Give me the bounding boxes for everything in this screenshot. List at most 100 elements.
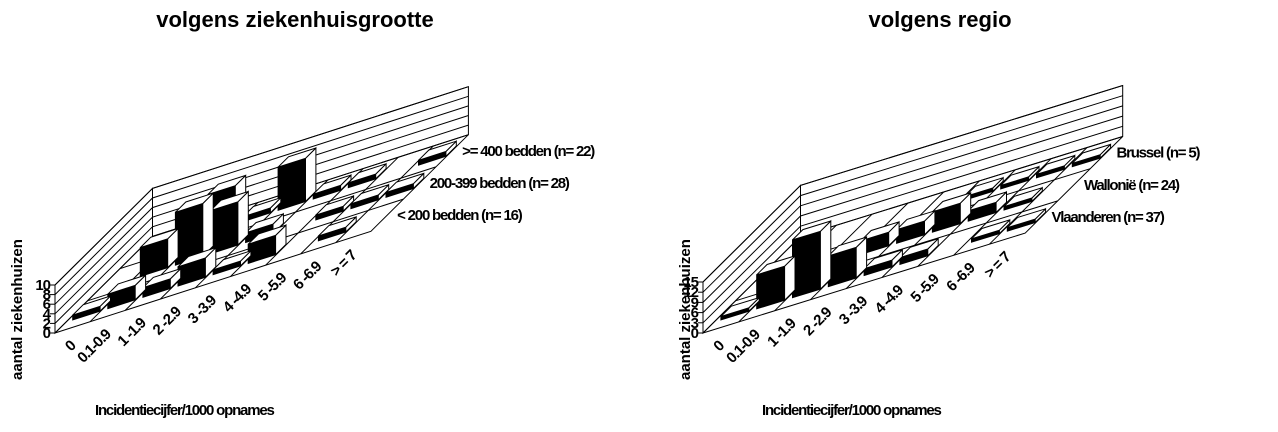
wall-gridline xyxy=(702,115,1123,313)
bar xyxy=(210,190,249,255)
bar-top xyxy=(756,255,796,276)
bar-front xyxy=(792,230,821,299)
category-label: 1 -1.9 xyxy=(114,315,149,350)
bar xyxy=(72,294,111,321)
bar-top xyxy=(347,163,387,184)
z-tick-label: 3 xyxy=(691,315,699,332)
z-tick-label: 4 xyxy=(43,306,52,323)
wall-gridline xyxy=(54,124,469,324)
bar xyxy=(418,140,457,166)
bar xyxy=(247,223,287,265)
bar xyxy=(142,267,182,298)
bar xyxy=(177,246,217,287)
bar-top xyxy=(1071,143,1111,164)
wall-gridline xyxy=(702,125,1123,324)
bar-side xyxy=(819,219,832,291)
series-label: Vlaanderen (n= 37) xyxy=(1051,209,1164,226)
wall-gridline xyxy=(54,86,469,286)
category-label: 5 -5.9 xyxy=(255,269,290,304)
bar-top xyxy=(72,295,111,316)
category-label: 3 -3.9 xyxy=(185,292,220,327)
wall-gridline xyxy=(54,95,469,295)
bar xyxy=(385,172,425,198)
x-axis-label: Incidentiecijfer/1000 opnames xyxy=(762,402,941,419)
z-tick-label: 9 xyxy=(691,294,699,311)
z-tick-label: 12 xyxy=(683,284,698,301)
bar-top xyxy=(350,184,390,205)
bar-top xyxy=(932,192,972,213)
bar-top xyxy=(318,216,357,237)
y-axis-label: aantal ziekenhuizen xyxy=(677,239,694,380)
z-tick-label: 6 xyxy=(43,296,51,313)
category-label: 6 -6.9 xyxy=(943,260,978,295)
bar-top xyxy=(1000,166,1040,186)
bar-top xyxy=(967,191,1007,212)
series-label: 200-399 bedden (n= 28) xyxy=(430,175,570,192)
bar xyxy=(277,146,317,211)
category-label: 0.1-0.9 xyxy=(723,326,764,367)
bar-top xyxy=(210,191,249,212)
bar xyxy=(964,176,1004,201)
bar xyxy=(792,219,832,299)
z-tick-label: 2 xyxy=(43,315,51,332)
bar-top xyxy=(1003,187,1043,208)
category-label: 2 -2.9 xyxy=(150,303,185,338)
bar-top xyxy=(971,219,1011,240)
bar-top xyxy=(418,140,457,161)
bar-top xyxy=(860,221,900,242)
series-label: Wallonië (n= 24) xyxy=(1084,177,1180,194)
z-tick-label: 8 xyxy=(43,287,51,304)
bar xyxy=(107,273,147,310)
bar xyxy=(899,237,939,266)
wall-gridline xyxy=(702,95,1123,293)
bar-top xyxy=(720,297,760,317)
bar xyxy=(139,227,179,278)
series-label: Brussel (n= 5) xyxy=(1116,145,1200,162)
bar-top xyxy=(315,195,354,216)
bar-top xyxy=(792,220,832,241)
bar xyxy=(312,173,352,200)
bar-top xyxy=(827,236,867,257)
bar-top xyxy=(385,172,425,193)
bar xyxy=(1000,165,1040,190)
bar xyxy=(860,220,900,256)
category-label: 5 -5.9 xyxy=(907,271,942,306)
bar xyxy=(1036,154,1076,179)
category-label: 4 -4.9 xyxy=(220,281,255,316)
bar xyxy=(971,218,1011,243)
bar-top xyxy=(964,177,1004,198)
z-tick-label: 0 xyxy=(43,325,51,342)
bar xyxy=(315,194,355,221)
bar xyxy=(1071,143,1112,168)
wall-gridline xyxy=(54,105,469,305)
bar-top xyxy=(175,192,214,213)
category-label: 0.1-0.9 xyxy=(74,326,115,367)
left-wall xyxy=(54,187,153,335)
bar-top xyxy=(142,268,182,289)
bar xyxy=(1003,186,1043,211)
y-axis-label: aantal ziekenhuizen xyxy=(9,239,26,380)
x-axis-label: Incidentiecijfer/1000 opnames xyxy=(95,402,274,419)
bar xyxy=(827,235,868,288)
bar xyxy=(720,296,760,321)
bar-top xyxy=(1036,155,1076,175)
category-label: > = 7 xyxy=(981,248,1014,281)
z-tick-label: 10 xyxy=(35,277,50,294)
bar xyxy=(347,162,387,189)
bar-top xyxy=(312,174,352,195)
bar xyxy=(317,215,357,242)
series-label: < 200 bedden (n= 16) xyxy=(397,207,523,224)
bar xyxy=(242,196,282,223)
bar xyxy=(350,183,390,210)
bar xyxy=(896,209,936,244)
wall-gridline xyxy=(702,105,1123,303)
bar xyxy=(931,191,972,233)
chart-title: volgens ziekenhuisgrootte xyxy=(156,7,434,32)
bar-side xyxy=(202,192,214,258)
bar xyxy=(756,254,796,310)
category-label: 6 -6.9 xyxy=(290,258,325,293)
z-tick-label: 0 xyxy=(691,325,699,342)
